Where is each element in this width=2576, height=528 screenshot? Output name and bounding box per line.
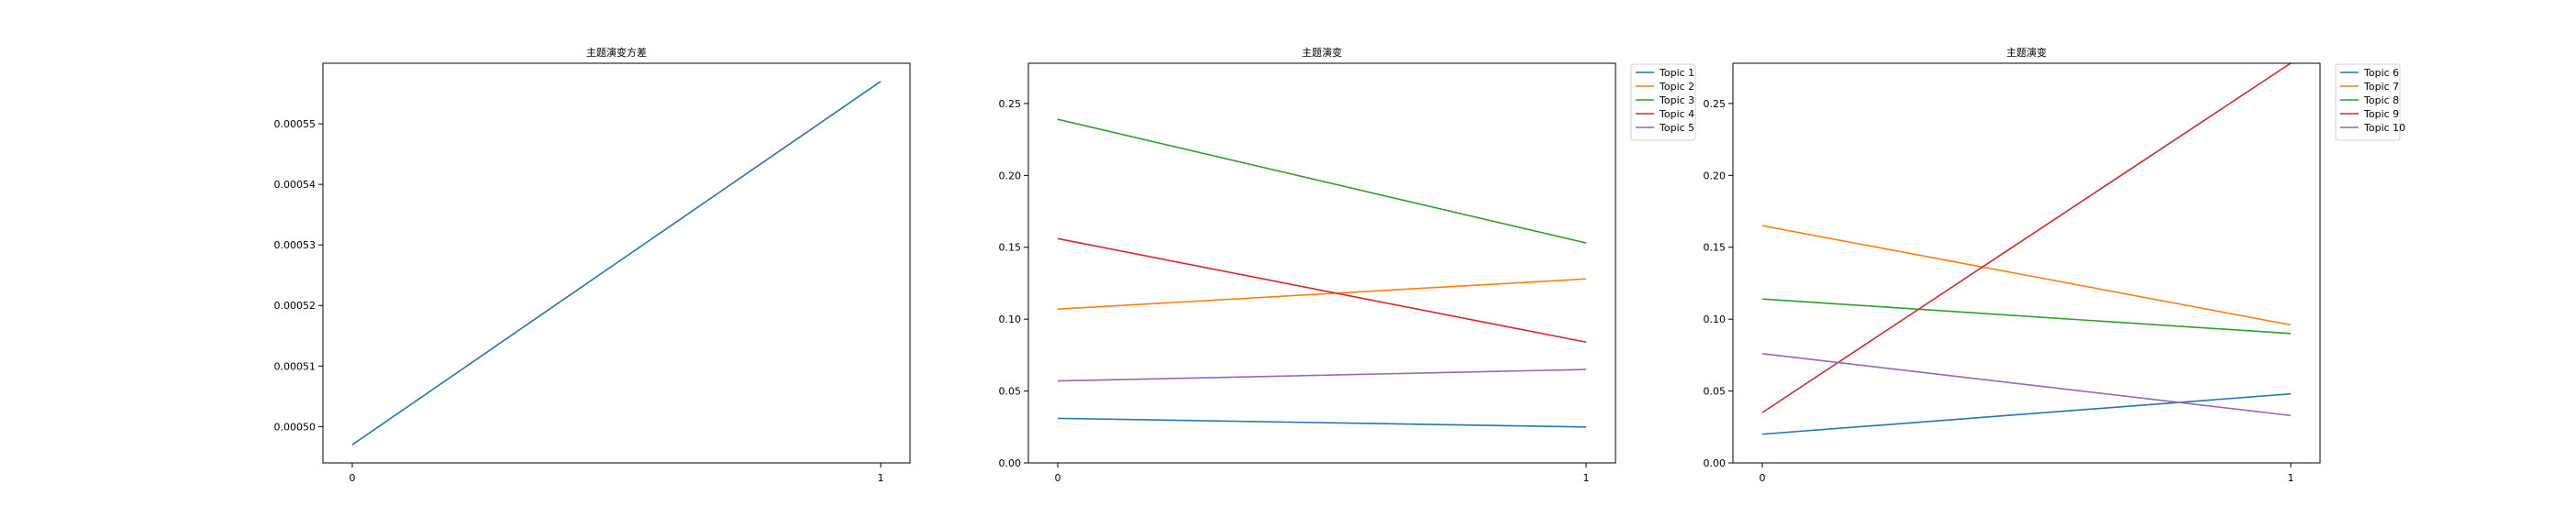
legend-label: Topic 5	[1659, 122, 1694, 134]
legend-label: Topic 7	[2363, 81, 2399, 93]
plot-frame	[1027, 62, 1616, 464]
series-line	[1057, 278, 1587, 310]
legend-label: Topic 3	[1659, 94, 1694, 106]
y-tick-label: 0.00	[999, 457, 1022, 469]
series-line	[351, 81, 882, 446]
chart-title: 主题演变	[2006, 46, 2047, 59]
y-tick-label: 0.00051	[274, 360, 316, 372]
y-tick-label: 0.20	[1704, 170, 1727, 182]
series-line	[1761, 392, 2292, 435]
x-tick-label: 1	[1583, 472, 1590, 484]
legend-label: Topic 9	[2363, 108, 2399, 120]
legend-label: Topic 6	[2363, 67, 2399, 79]
series-line	[1761, 225, 2292, 326]
y-tick-label: 0.00052	[274, 300, 316, 312]
y-tick-label: 0.25	[1704, 98, 1727, 110]
y-tick-label: 0.00055	[274, 118, 316, 130]
series-line	[1761, 353, 2292, 417]
series-line	[1761, 298, 2292, 335]
series-line	[1761, 63, 2292, 413]
plot-frame	[322, 62, 911, 464]
legend-label: Topic 2	[1659, 81, 1694, 93]
series-line	[1057, 118, 1587, 244]
y-tick-label: 0.10	[1704, 314, 1727, 325]
series-line	[1057, 417, 1587, 428]
series-line	[1057, 237, 1587, 344]
legend-box	[2335, 63, 2401, 141]
x-tick-label: 0	[1760, 472, 1766, 484]
y-tick-label: 0.00050	[274, 421, 316, 433]
y-tick-label: 0.00053	[274, 239, 316, 251]
y-tick-label: 0.10	[999, 314, 1022, 325]
legend-label: Topic 10	[2363, 122, 2405, 134]
x-tick-label: 0	[350, 472, 356, 484]
chart-title: 主题演变方差	[586, 46, 647, 59]
y-tick-label: 0.05	[999, 386, 1022, 398]
x-tick-label: 0	[1055, 472, 1061, 484]
legend-label: Topic 8	[2363, 94, 2399, 106]
x-tick-label: 1	[2288, 472, 2294, 484]
y-tick-label: 0.15	[999, 242, 1022, 254]
y-tick-label: 0.20	[999, 170, 1022, 182]
y-tick-label: 0.25	[999, 98, 1022, 110]
y-tick-label: 0.15	[1704, 242, 1727, 254]
legend-label: Topic 4	[1659, 108, 1694, 120]
legend-box	[1630, 63, 1696, 141]
series-line	[1057, 368, 1587, 382]
legend-label: Topic 1	[1659, 67, 1694, 79]
plot-frame	[1732, 62, 2321, 464]
x-tick-label: 1	[878, 472, 884, 484]
y-tick-label: 0.00	[1704, 457, 1727, 469]
y-tick-label: 0.00054	[274, 179, 316, 191]
chart-title: 主题演变	[1302, 46, 1342, 59]
y-tick-label: 0.05	[1704, 386, 1727, 398]
subplot-1: 主题演变方差 0 1 0.00050 0.00051 0.00052 0.00053 0.00…	[274, 46, 911, 484]
